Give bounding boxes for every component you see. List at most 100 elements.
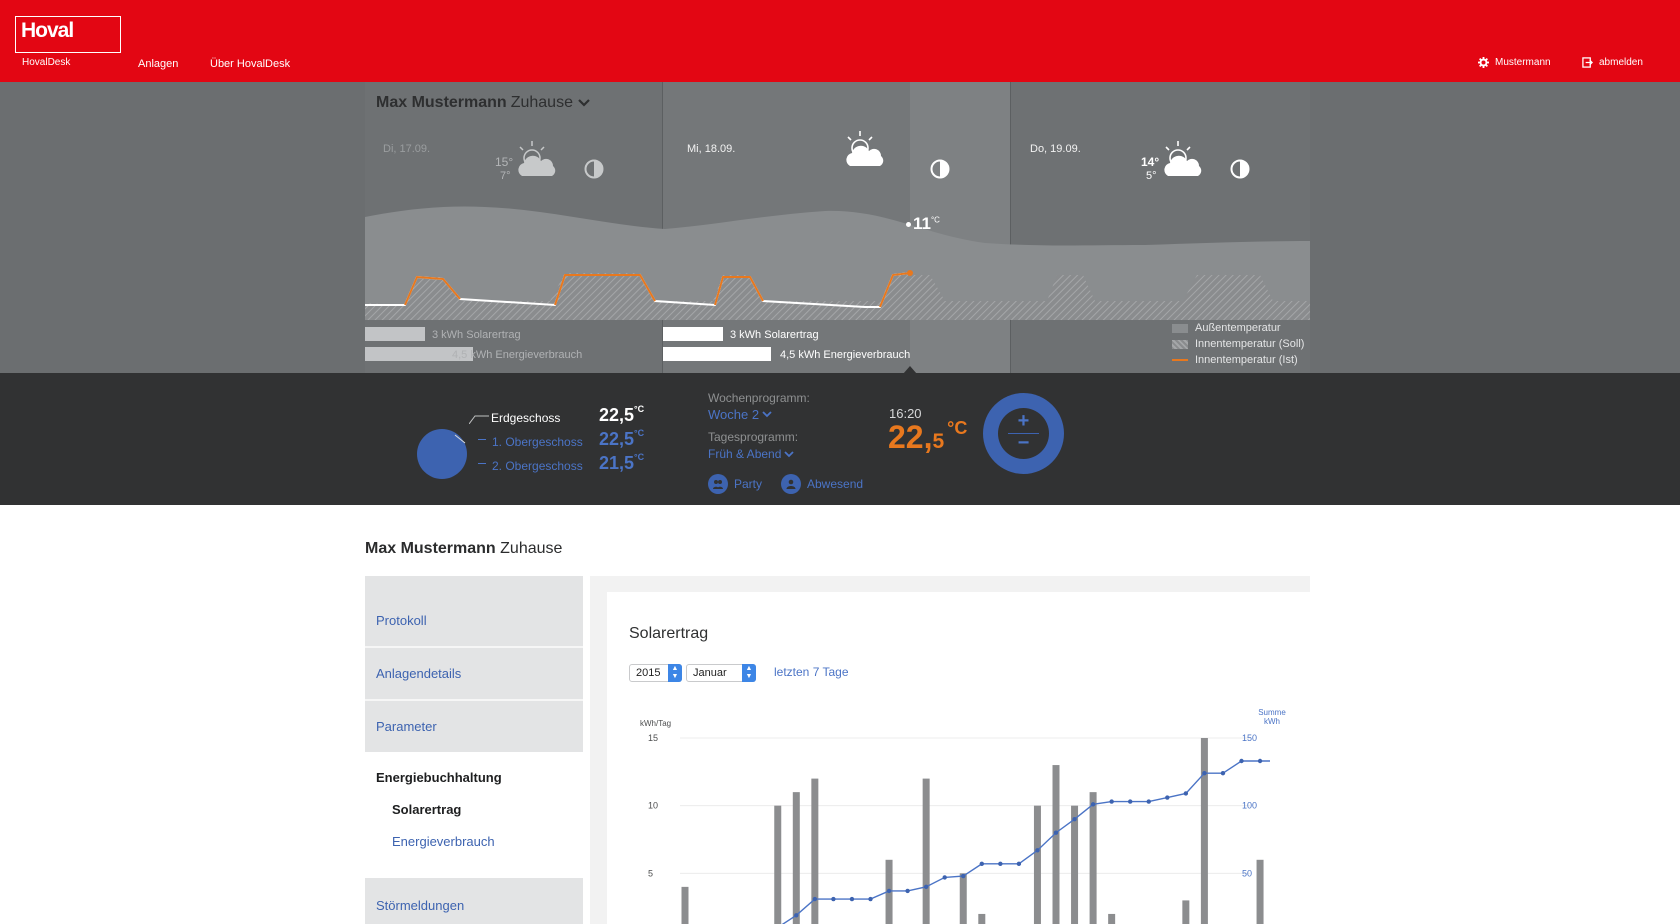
line-point (1090, 802, 1096, 807)
day-program-select[interactable]: Früh & Abend (708, 447, 795, 461)
partly-cloudy-icon (1164, 141, 1202, 176)
line-point (849, 896, 855, 902)
temp-low: 7° (500, 170, 511, 182)
floor-name[interactable]: 1. Obergeschoss (492, 435, 583, 449)
current-outdoor-unit: °C (930, 215, 940, 225)
bar (681, 886, 689, 924)
user-menu[interactable]: Mustermann (1478, 57, 1551, 68)
floor-temp: 22,5°C (599, 428, 644, 450)
bar (774, 805, 782, 924)
bar (959, 873, 967, 924)
line-point (1128, 799, 1133, 804)
temp-low: 5° (1146, 170, 1157, 182)
last-7-days-link[interactable]: letzten 7 Tage (774, 665, 849, 679)
party-button[interactable]: Party (708, 474, 762, 494)
line-point (1109, 799, 1114, 804)
floor-temp-unit: °C (634, 404, 645, 414)
legend-setpoint: Innentemperatur (Soll) (1195, 338, 1305, 350)
temperature-graph (365, 206, 1310, 320)
day-label: Mi, 18.09. (687, 143, 736, 155)
setpoint-decimal: 5 (932, 430, 945, 453)
y-tick-label: 15 (648, 733, 658, 743)
spinner-icon: ▲ ▼ (668, 664, 682, 682)
line-point (905, 888, 910, 894)
chevron-down-icon (762, 411, 772, 418)
month-select[interactable]: Januar ▲ ▼ (686, 664, 756, 682)
increase-button[interactable]: + (1017, 410, 1030, 432)
legend-actual: Innentemperatur (Ist) (1195, 354, 1298, 366)
line-point (923, 884, 929, 890)
absent-label: Abwesend (807, 477, 864, 491)
line-point (961, 873, 966, 879)
sidebar: Protokoll Anlagendetails Parameter Energ… (365, 576, 583, 924)
sidebar-item-parameter[interactable]: Parameter (376, 719, 437, 734)
energy-label: 4,5 kWh Energieverbrauch (780, 349, 911, 361)
absent-icon (781, 474, 801, 494)
bar (922, 778, 930, 924)
legend-outdoor: Außentemperatur (1195, 322, 1281, 334)
line-point (942, 875, 947, 880)
current-outdoor-value: 11 (913, 214, 931, 233)
floor-temp-value: 22,5 (599, 405, 635, 425)
temp-high: 14° (1141, 155, 1160, 169)
floor-connector (478, 439, 486, 440)
week-program-select[interactable]: Woche 2 (708, 407, 772, 422)
heating-segment (404, 275, 461, 306)
partly-cloudy-icon (518, 141, 556, 176)
floor-name[interactable]: 2. Obergeschoss (492, 459, 583, 473)
day-band-3 (1011, 82, 1310, 373)
house-selector[interactable]: Max Mustermann Zuhause (376, 94, 591, 112)
nav-about[interactable]: Über HovalDesk (210, 58, 291, 70)
now-band (910, 82, 1011, 373)
bar (1256, 859, 1264, 924)
sidebar-subitem-solarertrag[interactable]: Solarertrag (392, 802, 462, 817)
sidebar-divider (365, 646, 583, 648)
house-place: Zuhause (510, 94, 573, 111)
setpoint-ring: + − (983, 393, 1064, 474)
year-select[interactable]: 2015 ▲ ▼ (629, 664, 682, 682)
sidebar-item-protokoll[interactable]: Protokoll (376, 613, 427, 628)
logout-button[interactable]: abmelden (1582, 57, 1643, 68)
floor-temp: 21,5°C (599, 452, 645, 474)
energy-bar (365, 347, 473, 361)
y2-axis-label: Summe kWh (1258, 708, 1286, 726)
line-point (998, 861, 1003, 867)
energy-label: 4,5 kWh Energieverbrauch (452, 349, 583, 361)
spinner-icon: ▲ ▼ (742, 664, 756, 682)
absent-button[interactable]: Abwesend (781, 474, 863, 494)
bar (1052, 765, 1060, 924)
moon-phase-icon (584, 159, 604, 179)
sidebar-subitem-energieverbrauch[interactable]: Energieverbrauch (392, 834, 495, 849)
line-point (979, 861, 984, 867)
solar-label: 3 kWh Solarertrag (432, 329, 521, 341)
control-strip (0, 373, 1680, 505)
heating-segment (879, 272, 911, 308)
energy-bar (663, 347, 771, 361)
decrease-button[interactable]: − (1017, 432, 1030, 454)
solar-label: 3 kWh Solarertrag (730, 329, 819, 341)
floor-name[interactable]: Erdgeschoss (491, 411, 561, 425)
floor-temp: 22,5°C (599, 404, 645, 426)
temp-high: 15° (495, 155, 514, 169)
brand-subtitle: HovalDesk (22, 57, 71, 68)
line-point (1239, 758, 1244, 764)
nav-anlagen[interactable]: Anlagen (138, 58, 179, 70)
y-tick-label: 5 (648, 868, 653, 878)
bar (1200, 738, 1208, 924)
hoval-logo[interactable]: Hoval (15, 16, 121, 53)
floor-temp-value: 21,5 (599, 453, 635, 473)
day-divider (662, 82, 663, 373)
chevron-down-icon (784, 450, 795, 457)
line-point (1165, 795, 1170, 800)
floor-dial[interactable] (415, 427, 469, 481)
sidebar-item-energiebuchhaltung[interactable]: Energiebuchhaltung (376, 770, 502, 785)
line-point (794, 913, 799, 918)
logout-icon (1582, 57, 1593, 68)
day-program-value: Früh & Abend (708, 447, 782, 461)
floor-temp-unit: °C (634, 452, 645, 462)
day-program-label: Tagesprogramm: (708, 430, 799, 444)
sidebar-item-anlagendetails[interactable]: Anlagendetails (376, 666, 462, 681)
sidebar-item-stoermeldungen[interactable]: Störmeldungen (376, 898, 465, 913)
y-axis-label: kWh/Tag (640, 719, 672, 728)
heating-segment (714, 276, 764, 306)
